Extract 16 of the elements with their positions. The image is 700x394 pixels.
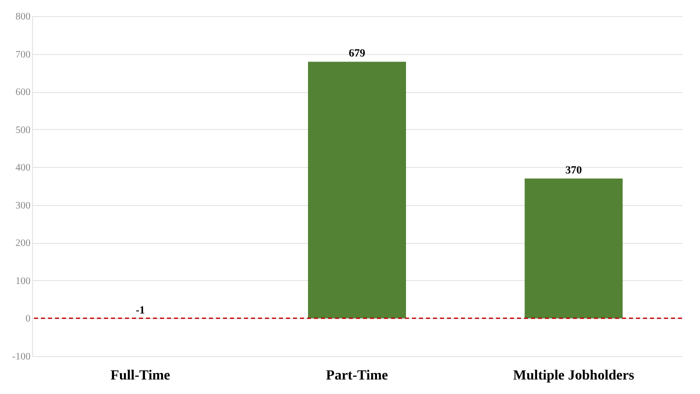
- x-tick-label: Part-Time: [326, 368, 388, 384]
- y-tick-label: 600: [16, 87, 30, 98]
- data-label: 679: [348, 48, 366, 60]
- y-tick-label: 400: [16, 162, 30, 174]
- x-tick-label: Full-Time: [110, 368, 170, 384]
- y-tick-label: 300: [16, 200, 30, 212]
- y-tick-label: 200: [16, 238, 30, 250]
- data-label: -1: [136, 304, 145, 317]
- y-tick-label: -100: [12, 352, 30, 362]
- y-tick-label: 500: [16, 124, 30, 136]
- y-tick-label: 700: [16, 49, 30, 60]
- y-tick-label: 100: [16, 276, 30, 287]
- data-label: 370: [565, 164, 582, 176]
- y-tick-label: 0: [26, 314, 30, 325]
- y-tick-label: 800: [16, 12, 30, 22]
- x-tick-label: Multiple Jobholders: [513, 368, 635, 384]
